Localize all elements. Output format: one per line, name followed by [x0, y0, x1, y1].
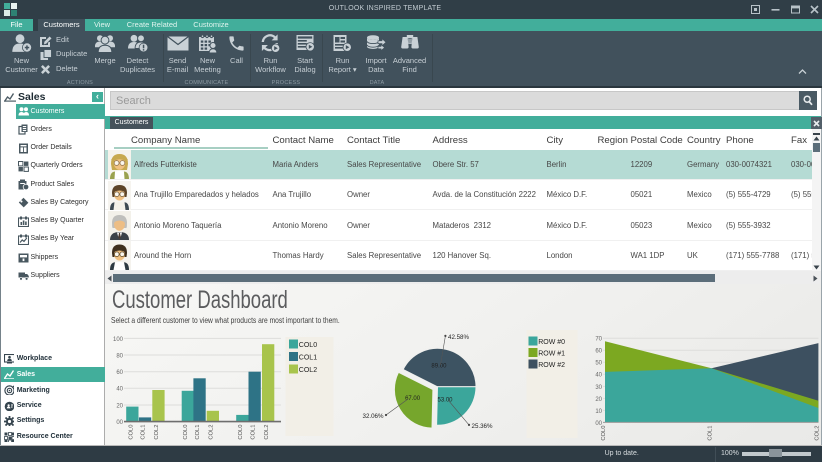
svg-text:100: 100 [113, 337, 124, 343]
svg-text:00: 00 [116, 420, 123, 426]
svg-text:COL2: COL2 [814, 426, 820, 441]
svg-text:40: 40 [116, 387, 123, 393]
svg-text:COL0: COL0 [299, 342, 317, 349]
svg-text:32.06%: 32.06% [363, 413, 384, 420]
svg-text:60: 60 [595, 349, 602, 355]
svg-text:COL2: COL2 [209, 425, 215, 440]
svg-text:COL0: COL0 [128, 425, 134, 440]
svg-text:40: 40 [595, 373, 602, 379]
svg-text:COL0: COL0 [238, 425, 244, 440]
svg-text:COL1: COL1 [195, 425, 201, 440]
svg-text:30: 30 [595, 385, 602, 391]
svg-text:50: 50 [595, 361, 602, 367]
svg-text:70: 70 [595, 337, 602, 343]
svg-text:ROW #0: ROW #0 [538, 339, 565, 346]
svg-text:COL2: COL2 [264, 425, 270, 440]
svg-text:COL1: COL1 [141, 425, 147, 440]
svg-text:20: 20 [116, 403, 123, 409]
svg-text:ROW #1: ROW #1 [538, 351, 565, 358]
svg-text:COL1: COL1 [251, 425, 257, 440]
svg-text:20: 20 [595, 397, 602, 403]
svg-text:COL1: COL1 [299, 355, 317, 362]
svg-text:67.00: 67.00 [405, 396, 421, 402]
svg-text:53.00: 53.00 [437, 398, 453, 404]
svg-text:25.36%: 25.36% [472, 423, 493, 430]
svg-text:COL2: COL2 [299, 367, 317, 374]
svg-text:89.00: 89.00 [431, 364, 447, 370]
svg-text:COL0: COL0 [183, 425, 189, 440]
svg-text:60: 60 [116, 370, 123, 376]
svg-text:42.58%: 42.58% [448, 334, 469, 341]
svg-text:10: 10 [595, 409, 602, 415]
svg-text:COL0: COL0 [601, 426, 607, 441]
svg-text:80: 80 [116, 353, 123, 359]
svg-text:00: 00 [595, 421, 602, 427]
svg-text:COL1: COL1 [708, 426, 714, 441]
svg-text:ROW #2: ROW #2 [538, 362, 565, 369]
svg-text:COL2: COL2 [154, 425, 160, 440]
